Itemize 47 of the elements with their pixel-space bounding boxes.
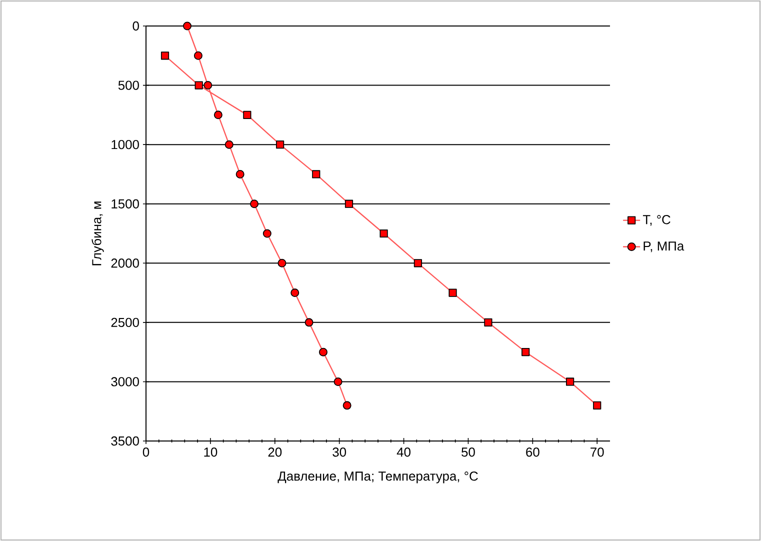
x-tick-label: 50 — [462, 448, 475, 457]
point — [194, 81, 203, 90]
point — [214, 110, 222, 120]
x-tick-label: 10 — [204, 448, 218, 457]
point — [204, 81, 212, 90]
point — [304, 318, 314, 327]
y-tick-label: 0 — [132, 21, 139, 31]
x-tick-label: 40 — [396, 448, 410, 457]
y-tick-label: 1000 — [112, 140, 139, 150]
x-tick-label: 20 — [268, 448, 282, 457]
y-axis-title: Глубина, м — [92, 202, 104, 266]
y-tick-label: 3500 — [111, 436, 139, 446]
y-tick-label: 1500 — [112, 199, 139, 208]
x-tick-label: 0 — [142, 448, 150, 457]
point — [160, 52, 170, 60]
point — [342, 401, 352, 410]
point — [448, 288, 457, 297]
point — [593, 401, 602, 410]
y-tick-label: 2000 — [111, 258, 139, 268]
point — [522, 348, 530, 356]
legend-label: T, °C — [642, 215, 670, 226]
point — [278, 258, 286, 268]
point — [344, 200, 354, 208]
point — [318, 348, 328, 356]
x-tick-label: 60 — [526, 448, 540, 457]
y-tick-label: 3000 — [111, 377, 139, 386]
y-tick-label: 500 — [118, 80, 139, 90]
point — [484, 318, 492, 326]
x-tick-label: 70 — [590, 448, 604, 457]
point — [334, 377, 342, 386]
point — [566, 378, 574, 386]
point — [250, 200, 259, 208]
point — [262, 229, 272, 238]
point — [414, 259, 422, 268]
point — [380, 229, 388, 238]
legend-label: P, МПа — [644, 242, 684, 252]
x-axis-title: Давление, МПа; Температура, °С — [278, 472, 478, 484]
point — [182, 22, 192, 30]
point — [312, 170, 320, 178]
point — [290, 288, 300, 298]
y-tick-label: 2500 — [111, 318, 139, 328]
point — [243, 110, 252, 119]
point — [224, 140, 234, 149]
point — [276, 140, 284, 149]
point — [194, 51, 202, 60]
x-tick-label: 30 — [332, 448, 346, 457]
point — [236, 170, 244, 178]
